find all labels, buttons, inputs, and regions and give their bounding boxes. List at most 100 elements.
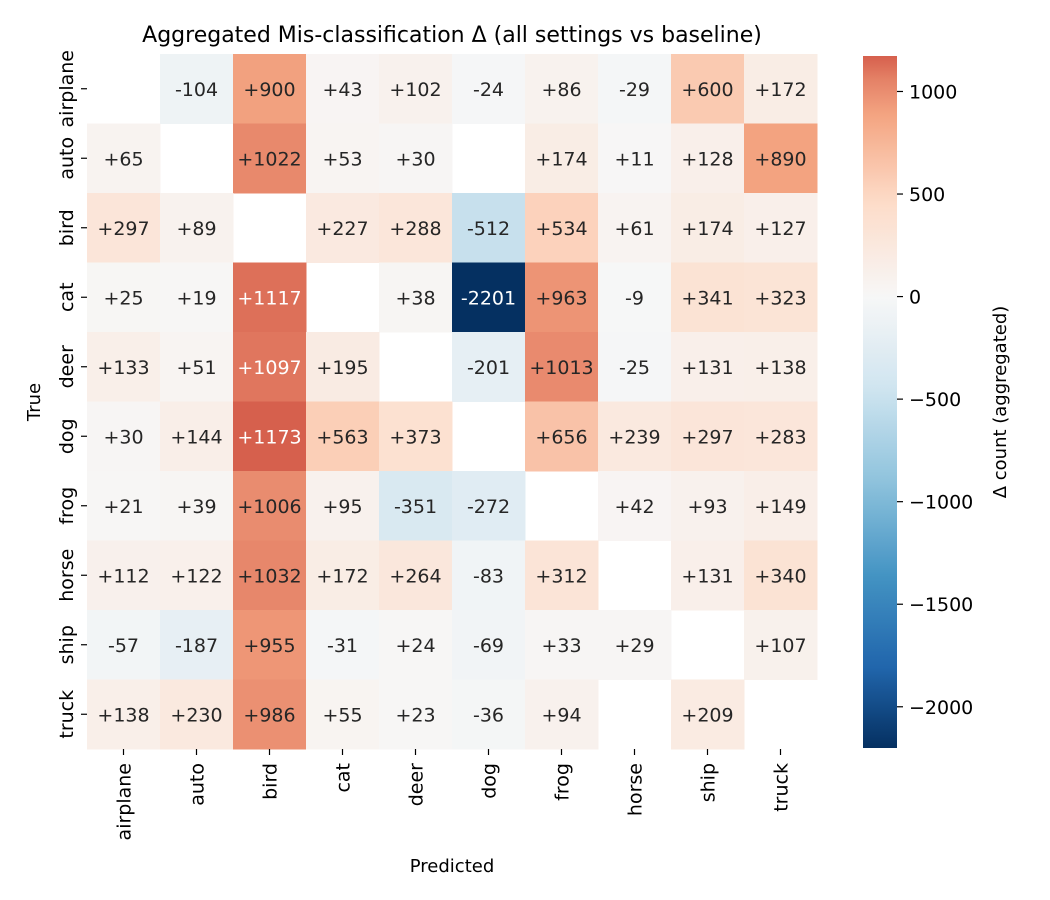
cell-value-label: +21 <box>103 496 143 518</box>
cell-value-label: +955 <box>243 635 295 657</box>
cell-value-label: +65 <box>103 148 143 170</box>
heatmap-cell <box>744 610 818 680</box>
heatmap-cell <box>306 54 380 124</box>
heatmap-cell <box>379 262 453 333</box>
cell-value-label: -351 <box>394 496 437 518</box>
x-tick-label: dog <box>479 763 501 799</box>
cell-value-label: +133 <box>97 357 149 379</box>
heatmap-cell <box>525 610 599 680</box>
heatmap-cell <box>452 471 526 541</box>
heatmap-cell <box>525 123 599 194</box>
heatmap-cell <box>379 679 453 750</box>
heatmap-cell <box>598 610 672 680</box>
y-tick-label: cat <box>56 282 78 312</box>
heatmap-cell <box>671 332 745 402</box>
heatmap-cell <box>379 401 453 472</box>
heatmap-cell <box>598 54 672 124</box>
cell-value-label: +312 <box>535 565 587 587</box>
heatmap-cell <box>160 471 234 541</box>
heatmap-cell <box>233 262 307 333</box>
heatmap-cell <box>87 471 161 541</box>
heatmap-cell <box>306 123 380 194</box>
y-tick-label: frog <box>56 487 78 525</box>
colorbar-ticks: 1000 500 0 −500 −1000 −1500 −2000 <box>897 81 973 719</box>
cell-value-label: +55 <box>322 704 362 726</box>
heatmap-cell <box>87 123 161 194</box>
cell-value-label: -36 <box>473 704 504 726</box>
heatmap-cell <box>598 123 672 194</box>
heatmap-cell <box>744 54 818 124</box>
heatmap-cell <box>160 54 234 124</box>
heatmap-cell <box>160 610 234 680</box>
heatmap-cell <box>525 193 599 263</box>
heatmap-cell <box>525 262 599 333</box>
heatmap-cell <box>160 679 234 750</box>
y-tick-label: auto <box>56 137 78 180</box>
heatmap-cell <box>452 262 526 333</box>
heatmap-cell <box>87 401 161 472</box>
cell-value-label: -29 <box>619 79 650 101</box>
heatmap-cell <box>744 540 818 611</box>
cell-value-label: +195 <box>316 357 368 379</box>
cell-value-label: +297 <box>97 218 149 240</box>
heatmap-cell <box>744 262 818 333</box>
cell-value-label: +1022 <box>237 148 301 170</box>
y-tick-label: ship <box>56 625 78 664</box>
cell-value-label: +323 <box>754 287 806 309</box>
cell-value-label: +149 <box>754 496 806 518</box>
cell-value-label: +239 <box>608 426 660 448</box>
cell-value-label: +93 <box>687 496 727 518</box>
cell-value-label: +131 <box>681 565 733 587</box>
heatmap-cell <box>671 123 745 194</box>
cell-value-label: +23 <box>395 704 435 726</box>
cell-value-label: +94 <box>541 704 581 726</box>
cell-value-label: -57 <box>108 635 139 657</box>
x-tick-label: auto <box>187 763 209 806</box>
cell-value-label: +89 <box>176 218 216 240</box>
cell-value-label: +534 <box>535 218 587 240</box>
cell-value-label: +33 <box>541 635 581 657</box>
x-tick-label: horse <box>625 763 647 816</box>
x-tick-label: deer <box>406 763 428 806</box>
colorbar-tick-label: 500 <box>909 184 945 206</box>
cell-value-label: +209 <box>681 704 733 726</box>
heatmap-cell <box>452 54 526 124</box>
heatmap-cell <box>306 401 380 472</box>
heatmap-cell <box>160 401 234 472</box>
colorbar-tick-label: −500 <box>909 389 961 411</box>
y-tick-label: dog <box>56 418 78 454</box>
cell-value-label: +61 <box>614 218 654 240</box>
heatmap-cell <box>744 471 818 541</box>
cell-value-label: +890 <box>754 148 806 170</box>
cell-value-label: -187 <box>175 635 218 657</box>
y-axis-label: True <box>24 383 45 422</box>
x-tick-label: bird <box>260 763 282 800</box>
cell-value-label: +29 <box>614 635 654 657</box>
heatmap-cell <box>379 123 453 194</box>
cell-value-label: +283 <box>754 426 806 448</box>
heatmap-cell <box>306 332 380 402</box>
y-tick-label: deer <box>56 345 78 388</box>
heatmap-cell <box>233 679 307 750</box>
cell-value-label: -2201 <box>461 287 516 309</box>
heatmap-cell <box>671 193 745 263</box>
heatmap-cell <box>233 540 307 611</box>
x-tick-label: frog <box>552 763 574 801</box>
cell-value-label: +656 <box>535 426 587 448</box>
cell-value-label: +122 <box>170 565 222 587</box>
x-axis-label: Predicted <box>410 856 495 877</box>
cell-value-label: -25 <box>619 357 650 379</box>
cell-value-label: +51 <box>176 357 216 379</box>
cell-value-label: +1097 <box>237 357 301 379</box>
colorbar-tick-label: −2000 <box>909 697 973 719</box>
heatmap-cell <box>379 54 453 124</box>
cell-value-label: +30 <box>103 426 143 448</box>
colorbar-tick-label: −1000 <box>909 492 973 514</box>
cell-value-label: +38 <box>395 287 435 309</box>
heatmap-cell <box>525 401 599 472</box>
heatmap-cell <box>744 332 818 402</box>
heatmap-cell <box>525 679 599 750</box>
cell-value-label: +131 <box>681 357 733 379</box>
cell-value-label: +43 <box>322 79 362 101</box>
cell-value-label: +1006 <box>237 496 301 518</box>
